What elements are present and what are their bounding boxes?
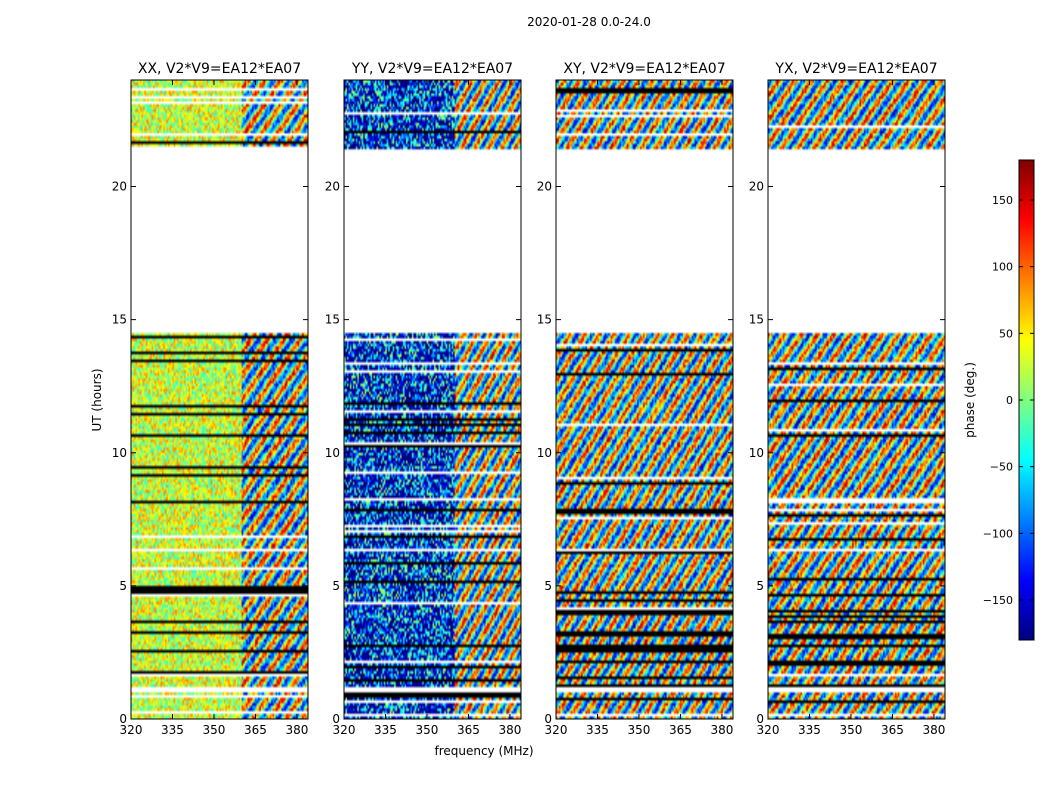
- x-tick-label: 320: [757, 723, 780, 737]
- x-tick-label: 365: [244, 723, 267, 737]
- panels-group: XX, V2*V9=EA12*EA07 320 335 350 365 380 0 5 10 15…: [112, 61, 946, 737]
- x-tick-label: 380: [710, 723, 733, 737]
- figure-suptitle: 2020-01-28 0.0-24.0: [527, 15, 651, 29]
- y-tick-label: 0: [119, 712, 127, 726]
- panel-title: YY, V2*V9=EA12*EA07: [351, 61, 513, 77]
- x-tick-label: 365: [669, 723, 692, 737]
- panel-yy: YY, V2*V9=EA12*EA07 320 335 350 365 380 0 5 10 15…: [325, 61, 522, 737]
- y-tick-label: 20: [749, 180, 764, 194]
- panel-frame: [767, 79, 946, 720]
- panel-frame: [555, 79, 734, 720]
- heatmap-xx: [131, 80, 308, 719]
- colorbar-tick-label: −100: [983, 527, 1013, 540]
- y-tick-label: 20: [537, 180, 552, 194]
- y-tick-label: 10: [325, 446, 340, 460]
- colorbar-ticks: 150 100 50 0 −50 −100 −150: [983, 194, 1034, 607]
- colorbar-tick-label: 50: [999, 327, 1013, 340]
- x-tick-label: 335: [374, 723, 397, 737]
- panel-title: YX, V2*V9=EA12*EA07: [774, 61, 937, 77]
- x-tick-label: 335: [798, 723, 821, 737]
- x-tick-label: 335: [161, 723, 184, 737]
- x-tick-label: 350: [840, 723, 863, 737]
- x-tick-label: 365: [457, 723, 480, 737]
- x-tick-label: 350: [416, 723, 439, 737]
- heatmap-yx: [768, 80, 945, 719]
- x-tick-label: 380: [498, 723, 521, 737]
- panel-yx: YX, V2*V9=EA12*EA07 320 335 350 365 380 0 5 10 15…: [749, 61, 946, 737]
- heatmap-yy: [344, 80, 521, 719]
- heatmap-xy: [556, 80, 733, 719]
- x-tick-label: 380: [285, 723, 308, 737]
- panel-frame: [130, 79, 309, 720]
- y-tick-label: 15: [325, 313, 340, 327]
- y-tick-label: 5: [544, 579, 552, 593]
- y-tick-label: 20: [112, 180, 127, 194]
- y-tick-label: 5: [756, 579, 764, 593]
- colorbar-tick-label: 0: [1006, 394, 1013, 407]
- x-tick-label: 320: [120, 723, 143, 737]
- x-tick-label: 350: [203, 723, 226, 737]
- colorbar-tick-label: −150: [983, 594, 1013, 607]
- panel-xx: XX, V2*V9=EA12*EA07 320 335 350 365 380 0 5 10 15…: [112, 61, 309, 737]
- y-tick-label: 5: [332, 579, 340, 593]
- colorbar-tick-label: 150: [992, 194, 1013, 207]
- panel-title: XX, V2*V9=EA12*EA07: [138, 61, 301, 77]
- y-tick-label: 15: [749, 313, 764, 327]
- y-axis-label: UT (hours): [90, 368, 104, 431]
- y-tick-label: 0: [544, 712, 552, 726]
- x-tick-label: 350: [628, 723, 651, 737]
- x-tick-label: 320: [545, 723, 568, 737]
- colorbar: 150 100 50 0 −50 −100 −150 phase (deg.): [963, 159, 1035, 641]
- y-tick-label: 0: [756, 712, 764, 726]
- y-tick-label: 0: [332, 712, 340, 726]
- colorbar-label: phase (deg.): [963, 362, 977, 438]
- y-tick-label: 15: [537, 313, 552, 327]
- y-tick-label: 10: [749, 446, 764, 460]
- x-axis-label: frequency (MHz): [434, 744, 533, 758]
- panel-title: XY, V2*V9=EA12*EA07: [563, 61, 725, 77]
- y-tick-label: 15: [112, 313, 127, 327]
- y-tick-label: 10: [537, 446, 552, 460]
- x-tick-label: 380: [922, 723, 945, 737]
- y-tick-label: 10: [112, 446, 127, 460]
- x-tick-label: 320: [333, 723, 356, 737]
- colorbar-tick-label: −50: [990, 461, 1013, 474]
- panel-xy: XY, V2*V9=EA12*EA07 320 335 350 365 380 0 5 10 15…: [537, 61, 734, 737]
- x-tick-label: 365: [881, 723, 904, 737]
- x-tick-label: 335: [586, 723, 609, 737]
- y-tick-label: 20: [325, 180, 340, 194]
- panel-frame: [343, 79, 522, 720]
- y-tick-label: 5: [119, 579, 127, 593]
- colorbar-tick-label: 100: [992, 261, 1013, 274]
